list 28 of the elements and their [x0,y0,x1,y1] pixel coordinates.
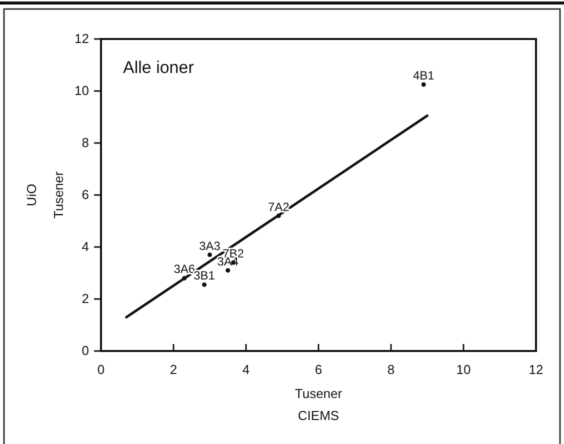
y-tick-label: 8 [82,135,89,150]
data-label: 3A3 [199,238,221,253]
x-tick-label: 10 [456,362,471,378]
point [207,252,212,258]
point [202,282,207,287]
y-tick-label: 0 [82,343,89,358]
data-label: 4B1 [412,68,435,82]
x-tick-label: 12 [528,362,544,378]
y-tick-label: 4 [82,239,89,254]
point [182,276,187,280]
text: Alle ioner [123,58,194,77]
data-label: 3B1 [194,268,216,283]
x-tick-label: 2 [170,362,178,378]
data-label: 7A2 [268,200,290,214]
x-axis-title: Tusener CIEMS [294,386,343,423]
point [421,82,426,87]
y-tick-label: 12 [74,31,89,46]
point [276,214,281,218]
data-label: 3A6 [174,262,196,276]
x-tick-label: 6 [314,362,322,378]
x-tick-label: 0 [97,362,105,378]
x-tick-label: 8 [387,362,395,378]
x-tick-label: 4 [242,362,250,378]
y-tick-label: 6 [82,187,89,202]
point [226,268,230,273]
y-tick-label: 10 [74,83,89,98]
y-tick-label: 2 [82,291,89,306]
y-axis-title: UiO Tusener [24,170,66,219]
